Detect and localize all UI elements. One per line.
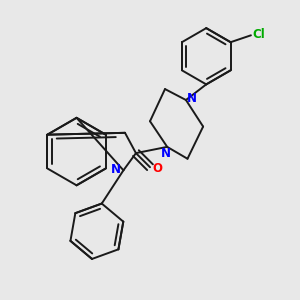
- Text: N: N: [111, 163, 121, 176]
- Text: N: N: [161, 147, 171, 160]
- Text: Cl: Cl: [252, 28, 265, 41]
- Text: O: O: [152, 162, 162, 175]
- Text: N: N: [187, 92, 197, 105]
